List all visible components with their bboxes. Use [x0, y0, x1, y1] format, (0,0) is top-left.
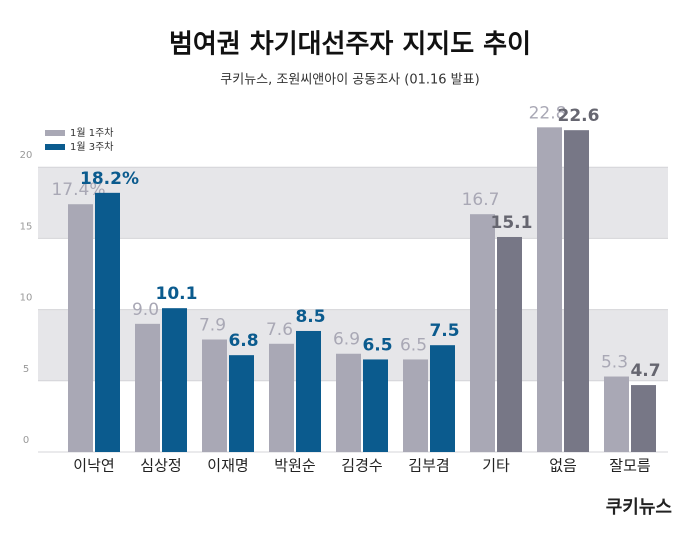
x-tick-label: 이재명 [207, 457, 248, 475]
legend-label: 1월 3주차 [70, 141, 114, 153]
y-tick-label: 20 [20, 150, 33, 161]
data-label: 9.0 [132, 300, 159, 320]
x-tick-label: 잘모름 [609, 457, 651, 475]
y-tick-label: 0 [23, 435, 29, 446]
grid-band [38, 167, 668, 239]
data-label: 7.6 [266, 320, 293, 340]
data-label: 7.9 [199, 316, 226, 336]
x-tick-label: 김부겸 [408, 457, 449, 475]
bar [564, 130, 589, 452]
bar [336, 353, 361, 452]
bar [68, 204, 93, 452]
bar [162, 308, 187, 452]
data-label: 6.5 [362, 335, 392, 355]
logo: 쿠키뉴스 [606, 497, 672, 518]
data-label: 5.3 [601, 353, 628, 373]
bar [497, 236, 522, 452]
data-label: 8.5 [295, 307, 325, 327]
data-label: 6.8 [228, 331, 258, 351]
data-label: 17.4% [51, 180, 105, 200]
data-label: 10.1 [156, 284, 198, 304]
bar [537, 127, 562, 452]
bar [403, 359, 428, 452]
legend-swatch [45, 144, 65, 150]
legend-label: 1월 1주차 [70, 127, 114, 139]
data-label: 6.9 [333, 330, 360, 350]
bar [296, 330, 321, 452]
bar [269, 343, 294, 452]
x-tick-label: 이낙연 [73, 457, 114, 475]
legend-swatch [45, 130, 65, 136]
x-tick-label: 김경수 [341, 457, 382, 475]
x-tick-label: 없음 [549, 457, 577, 475]
bar [95, 192, 120, 452]
y-tick-label: 15 [20, 221, 33, 232]
bar [135, 323, 160, 452]
chart-title: 범여권 차기대선주자 지지도 추이 [169, 30, 531, 60]
data-label: 22.8 [529, 103, 567, 123]
bar [229, 355, 254, 452]
bar [604, 376, 629, 452]
data-label: 4.7 [630, 361, 660, 381]
x-tick-label: 심상정 [140, 457, 181, 475]
y-tick-label: 10 [20, 293, 33, 304]
chart-subtitle: 쿠키뉴스, 조원씨앤아이 공동조사 (01.16 발표) [220, 73, 479, 88]
bar [202, 339, 227, 452]
data-label: 15.1 [491, 213, 533, 233]
data-label: 6.5 [400, 335, 427, 355]
data-label: 22.6 [558, 106, 600, 126]
x-tick-label: 박원순 [274, 457, 316, 475]
data-label: 16.7 [462, 190, 500, 210]
y-tick-label: 5 [23, 364, 29, 375]
bar [430, 345, 455, 452]
bar [363, 359, 388, 452]
bar [631, 385, 656, 452]
x-tick-label: 기타 [482, 457, 510, 475]
bar [470, 214, 495, 452]
data-label: 7.5 [429, 321, 459, 341]
data-label: 18.2% [80, 169, 139, 189]
